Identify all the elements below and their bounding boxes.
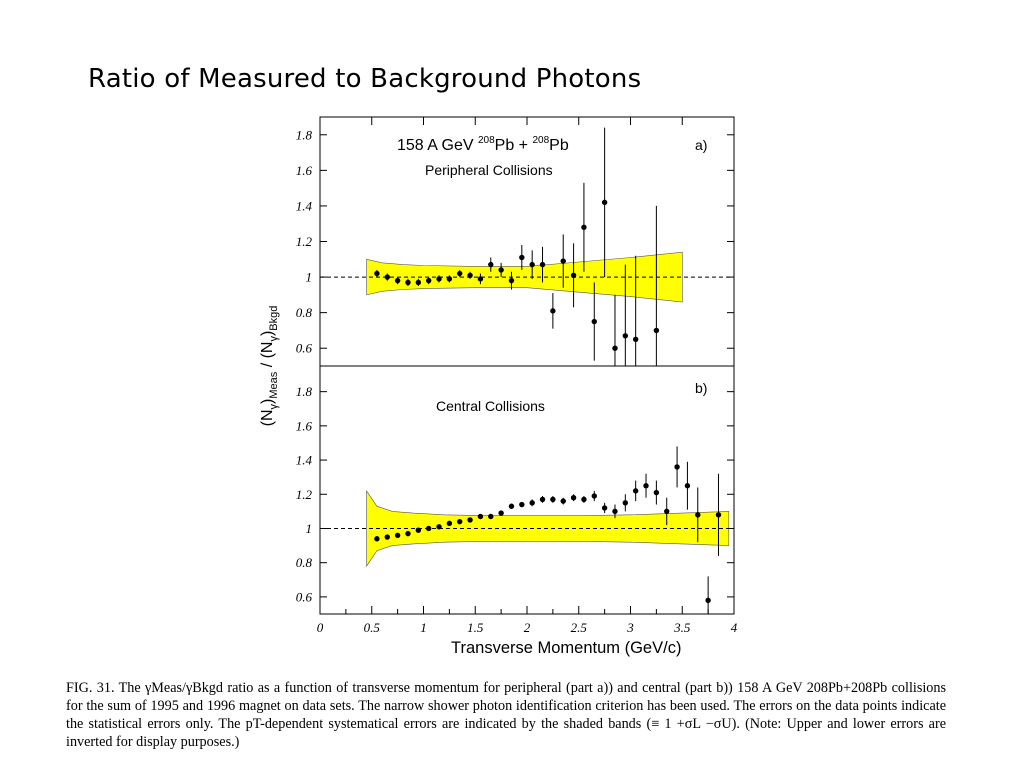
- data-point: [550, 496, 556, 503]
- y-tick-label: 1.2: [296, 234, 313, 249]
- svg-text:(Nγ)Meas / (Nγ)Bkgd: (Nγ)Meas / (Nγ)Bkgd: [259, 306, 280, 427]
- data-point: [622, 500, 629, 506]
- data-point: [394, 277, 401, 284]
- data-point: [550, 308, 556, 314]
- data-point: [405, 279, 411, 286]
- caption-text: FIG. 31. The γMeas/γBkgd ratio as a func…: [66, 680, 946, 750]
- data-point: [415, 279, 422, 286]
- panel-b-title: Central Collisions: [436, 398, 545, 414]
- x-tick-label: 3: [626, 620, 634, 635]
- data-point: [457, 518, 463, 525]
- panel-b-central: 0.6 0.8 1 1.2 1.4 1.6 1.8 0 0.5 1 1.5 2 2.5 3 3.5 4 Ce…: [296, 117, 738, 635]
- data-point: [643, 483, 649, 489]
- x-tick-label: 2: [524, 620, 531, 635]
- figure-caption: FIG. 31. The γMeas/γBkgd ratio as a func…: [66, 679, 946, 751]
- data-point: [653, 327, 660, 334]
- data-point: [632, 336, 639, 343]
- data-point: [519, 254, 525, 261]
- data-point: [581, 496, 587, 503]
- ratio-figure: 0.6 0.8 1 1.2 1.4 1.6 1.8 158 A GeV 208Pb + 20…: [259, 116, 738, 657]
- y-tick-label: 1.4: [296, 453, 313, 468]
- data-point: [674, 464, 680, 470]
- y-tick-label: 0.6: [296, 589, 313, 604]
- data-point: [539, 496, 546, 503]
- data-point: [581, 224, 587, 230]
- data-point: [436, 276, 442, 282]
- data-point: [622, 333, 629, 339]
- y-axis-label: (Nγ)Meas / (Nγ)Bkgd: [259, 306, 280, 427]
- x-tick-label: 0: [317, 620, 324, 635]
- panel-b-label: b): [695, 380, 707, 396]
- data-point: [467, 517, 473, 523]
- data-point: [612, 508, 618, 515]
- data-point: [405, 530, 411, 537]
- data-point: [705, 597, 711, 604]
- data-point: [498, 267, 504, 273]
- panel-a-title: Peripheral Collisions: [425, 162, 553, 178]
- data-point: [374, 270, 380, 277]
- data-point: [467, 272, 473, 278]
- data-point: [684, 483, 691, 489]
- data-point: [425, 525, 432, 532]
- slide-title: Ratio of Measured to Background Photons: [88, 64, 642, 94]
- x-tick-label: 1: [420, 620, 427, 635]
- data-point: [436, 524, 442, 530]
- data-point: [529, 261, 535, 268]
- data-point: [425, 277, 432, 284]
- data-point: [570, 272, 577, 278]
- x-tick-label: 4: [731, 620, 738, 635]
- data-point: [560, 498, 566, 504]
- y-tick-label: 0.6: [296, 341, 313, 356]
- panel-a-label: a): [695, 137, 707, 153]
- data-point: [498, 510, 504, 516]
- data-point: [529, 500, 535, 506]
- y-tick-label: 1.8: [296, 384, 313, 399]
- data-point: [601, 505, 608, 511]
- y-tick-label: 1: [306, 270, 313, 285]
- y-tick-label: 1.6: [296, 163, 313, 178]
- data-point: [653, 489, 660, 496]
- y-tick-label: 0.8: [296, 305, 313, 320]
- y-tick-label: 1.6: [296, 418, 313, 433]
- data-point: [539, 261, 546, 268]
- data-point: [612, 345, 618, 351]
- data-point: [508, 277, 515, 284]
- data-point: [394, 532, 401, 539]
- data-point: [695, 512, 701, 518]
- data-point: [457, 270, 463, 277]
- y-tick-label: 1: [306, 521, 313, 536]
- data-point: [488, 513, 494, 520]
- data-point: [570, 494, 577, 501]
- x-tick-label: 3.5: [673, 620, 691, 635]
- data-point: [446, 520, 453, 527]
- system-label: 158 A GeV 208Pb + 208Pb: [397, 135, 569, 154]
- data-point: [560, 258, 566, 264]
- y-tick-label: 0.8: [296, 555, 313, 570]
- data-point: [384, 274, 390, 280]
- y-tick-label: 1.4: [296, 198, 313, 213]
- data-point: [591, 318, 597, 325]
- data-point: [488, 261, 494, 268]
- x-axis-label: Transverse Momentum (GeV/c): [451, 639, 681, 657]
- data-point: [601, 199, 608, 206]
- data-point: [477, 276, 484, 282]
- data-point: [715, 512, 722, 518]
- data-point: [519, 501, 525, 508]
- y-tick-label: 1.2: [296, 487, 313, 502]
- data-point: [374, 536, 380, 542]
- y-tick-label: 1.8: [296, 127, 313, 142]
- data-point: [415, 527, 422, 533]
- data-point: [508, 503, 515, 509]
- data-point: [477, 513, 484, 520]
- data-point: [591, 493, 597, 499]
- data-point: [632, 488, 639, 494]
- x-tick-label: 1.5: [467, 620, 484, 635]
- data-point: [384, 534, 390, 540]
- data-point: [664, 508, 670, 515]
- x-tick-label: 0.5: [364, 620, 381, 635]
- data-point: [446, 276, 453, 282]
- x-tick-label: 2.5: [571, 620, 588, 635]
- panel-a-peripheral: 0.6 0.8 1 1.2 1.4 1.6 1.8 158 A GeV 208Pb + 20…: [296, 116, 735, 367]
